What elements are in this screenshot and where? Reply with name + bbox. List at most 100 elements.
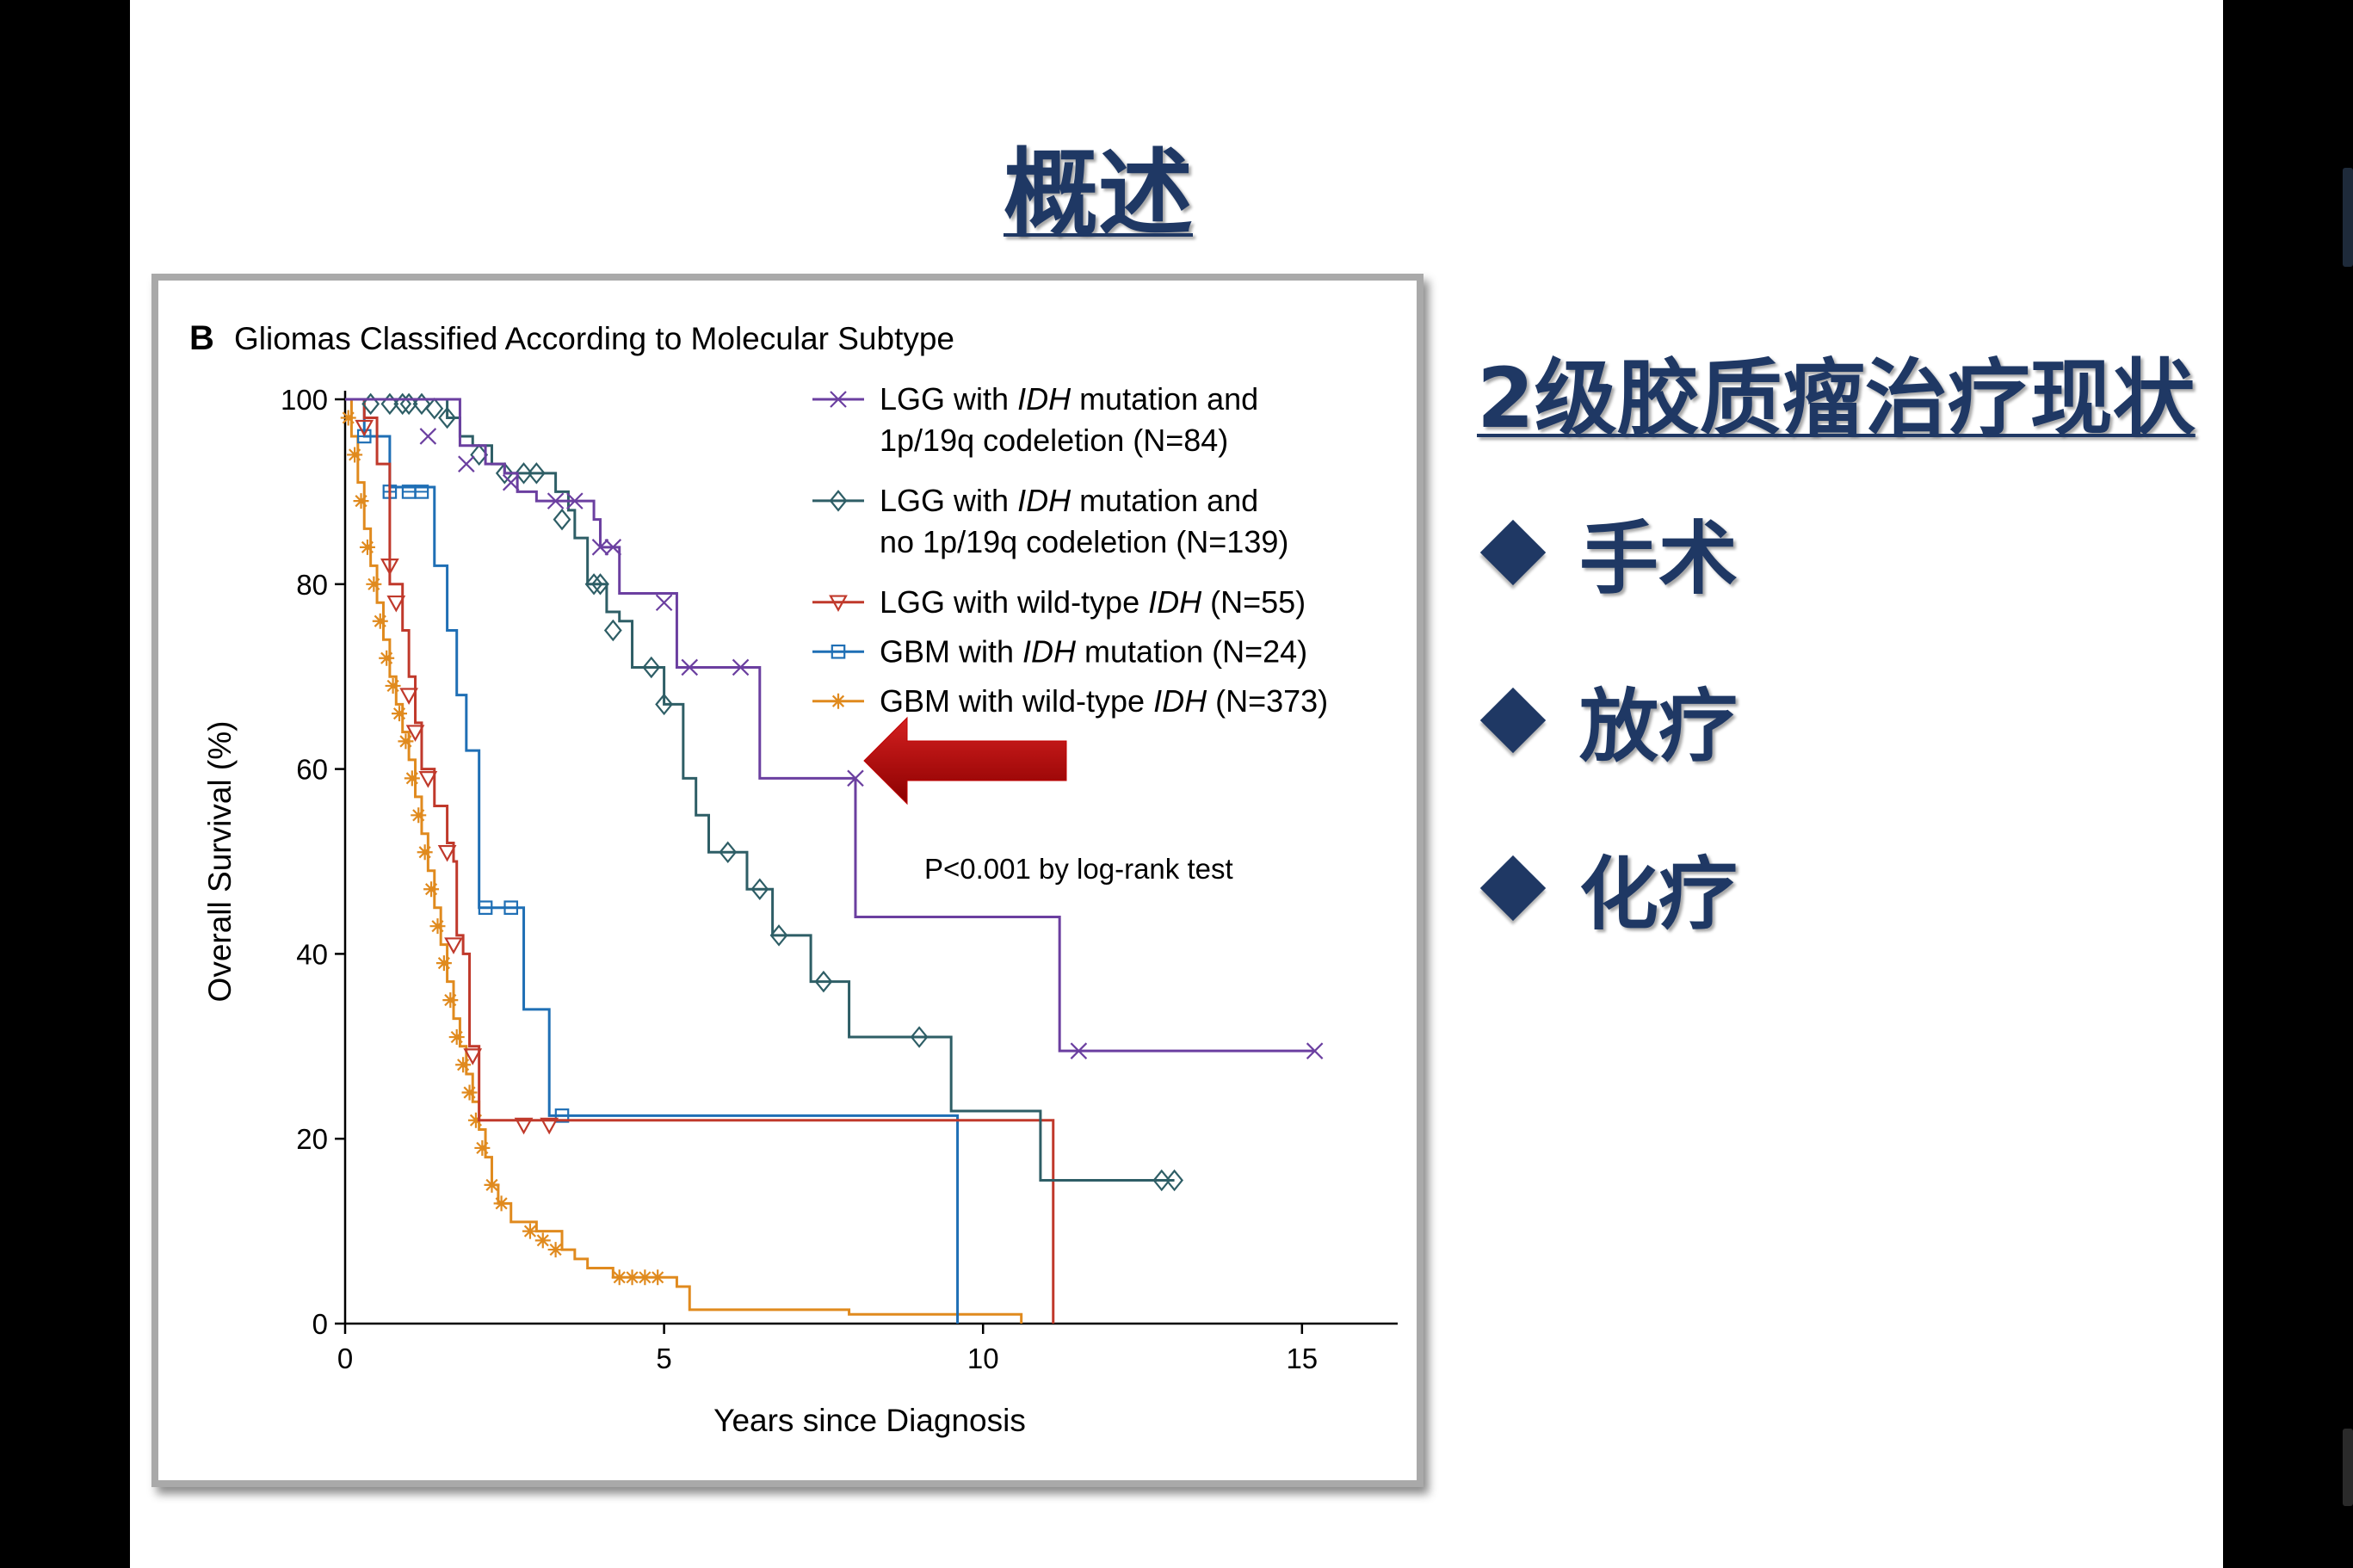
legend-label: GBM with IDH mutation (N=24): [880, 633, 1307, 669]
x-marker: [419, 428, 437, 445]
bullet-text: 手术: [1579, 513, 1739, 605]
diamond-marker: [380, 392, 399, 416]
asterisk-marker: [379, 650, 395, 666]
x-marker: [830, 391, 847, 408]
asterisk-marker: [611, 1269, 627, 1286]
triangle-marker: [444, 937, 463, 954]
diamond-marker: [553, 508, 571, 531]
asterisk-marker: [624, 1269, 640, 1286]
asterisk-marker: [493, 1195, 510, 1212]
asterisk-marker: [347, 447, 363, 463]
asterisk-marker: [474, 1139, 491, 1156]
triangle-marker: [540, 1117, 559, 1135]
diamond-marker: [829, 490, 848, 512]
asterisk-marker: [442, 992, 459, 1009]
x-axis-label: Years since Diagnosis: [713, 1403, 1026, 1438]
x-marker: [732, 658, 750, 676]
diamond-marker: [642, 656, 661, 679]
asterisk-marker: [398, 733, 414, 750]
y-tick-label: 60: [296, 754, 328, 786]
diamond-bullet-icon: [1479, 519, 1547, 585]
legend-label: LGG with IDH mutation and: [880, 483, 1258, 518]
asterisk-marker: [359, 539, 375, 555]
diamond-marker: [591, 573, 609, 596]
bullet-text: 化疗: [1579, 849, 1739, 941]
y-tick-label: 80: [296, 569, 328, 601]
slide-title: 概述: [1004, 139, 1193, 249]
x-marker: [681, 658, 699, 676]
red-arrow-icon: [863, 716, 1067, 806]
diamond-marker: [399, 392, 418, 416]
diamond-marker: [1152, 1169, 1171, 1192]
legend-label: 1p/19q codeletion (N=84): [880, 423, 1228, 458]
x-marker: [655, 594, 673, 612]
series-line: [345, 398, 1315, 1053]
triangle-marker: [355, 419, 374, 437]
x-tick-label: 5: [656, 1343, 671, 1374]
asterisk-marker: [423, 881, 440, 898]
bullet-text: 放疗: [1579, 681, 1739, 773]
bullet-item: 放疗: [1479, 663, 1739, 777]
asterisk-marker: [637, 1269, 653, 1286]
y-axis-label: Overall Survival (%): [202, 721, 238, 1003]
asterisk-marker: [547, 1242, 564, 1258]
diamond-marker: [515, 462, 533, 485]
series-line: [345, 398, 1175, 1182]
diamond-marker: [719, 841, 738, 863]
section-heading: 2级胶质瘤治疗现状: [1477, 350, 2196, 447]
series-line: [345, 398, 1055, 1324]
legend-label: LGG with wild-type IDH (N=55): [880, 584, 1306, 620]
asterisk-marker: [429, 918, 446, 935]
diamond-marker: [527, 462, 546, 485]
asterisk-marker: [404, 770, 420, 787]
x-tick-label: 0: [337, 1343, 353, 1374]
x-marker: [566, 492, 584, 509]
asterisk-marker: [417, 844, 433, 861]
asterisk-marker: [340, 410, 356, 426]
asterisk-marker: [385, 677, 401, 694]
p-value-annotation: P<0.001 by log-rank test: [924, 853, 1233, 885]
scroll-handle-top: [2343, 168, 2353, 267]
legend-label: LGG with IDH mutation and: [880, 381, 1258, 417]
triangle-marker: [418, 771, 438, 788]
asterisk-marker: [461, 1084, 478, 1101]
asterisk-marker: [353, 493, 369, 509]
chart-title: Gliomas Classified According to Molecula…: [234, 321, 954, 356]
x-marker: [1070, 1042, 1088, 1059]
diamond-marker: [438, 406, 457, 429]
diamond-marker: [603, 619, 622, 642]
diamond-marker: [412, 392, 431, 416]
legend-label: no 1p/19q codeletion (N=139): [880, 524, 1288, 559]
bullet-item: 化疗: [1479, 830, 1739, 945]
y-tick-label: 20: [296, 1123, 328, 1155]
bullet-item: 手术: [1479, 495, 1739, 609]
diamond-marker: [361, 392, 380, 416]
triangle-marker: [386, 595, 406, 613]
asterisk-marker: [372, 613, 388, 629]
x-marker: [1306, 1042, 1324, 1059]
triangle-marker: [463, 1048, 483, 1065]
y-tick-label: 100: [281, 384, 328, 416]
asterisk-marker: [448, 1029, 465, 1046]
diamond-bullet-icon: [1479, 855, 1547, 921]
y-tick-label: 40: [296, 938, 328, 970]
diamond-marker: [393, 392, 412, 416]
triangle-marker: [399, 688, 418, 705]
slide: 概述 B Gliomas Classified According to Mole…: [130, 0, 2223, 1568]
survival-figure: B Gliomas Classified According to Molecul…: [151, 274, 1424, 1487]
asterisk-marker: [392, 706, 408, 722]
diamond-marker: [495, 462, 514, 485]
legend-label: GBM with wild-type IDH (N=373): [880, 683, 1328, 719]
triangle-marker: [514, 1117, 534, 1135]
x-tick-label: 10: [967, 1343, 999, 1374]
asterisk-marker: [455, 1057, 472, 1073]
series-line: [345, 398, 960, 1324]
window-edge: [2223, 0, 2353, 1568]
diamond-marker: [750, 878, 769, 900]
triangle-marker: [405, 725, 425, 742]
x-marker: [604, 539, 622, 556]
x-marker: [591, 539, 609, 556]
asterisk-marker: [467, 1112, 484, 1128]
diamond-marker: [769, 924, 788, 947]
x-marker: [847, 769, 864, 787]
